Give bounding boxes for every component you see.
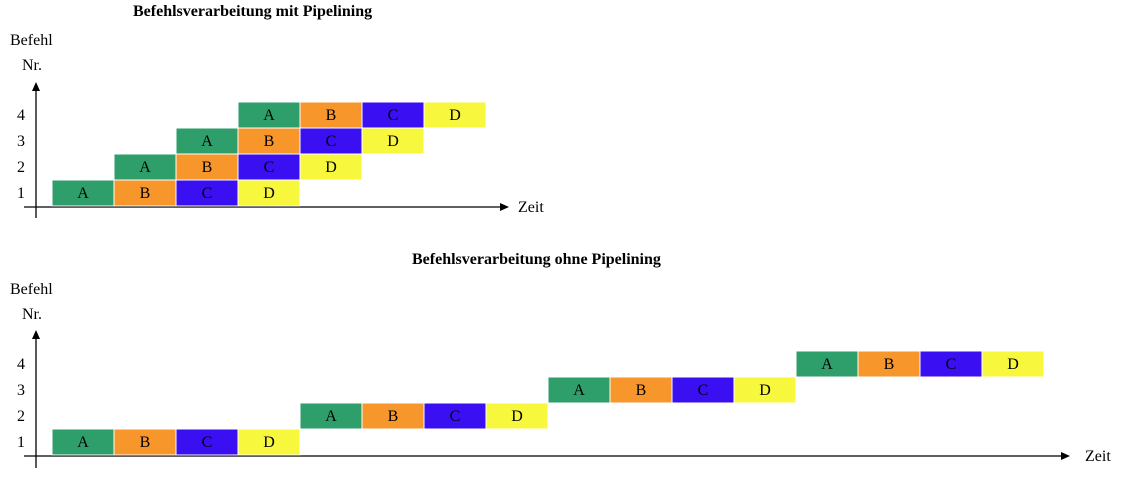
- stage-c-cell: [423, 402, 487, 430]
- row-label: 1: [17, 185, 25, 202]
- x-axis-arrowhead: [500, 203, 509, 211]
- row-label: 4: [17, 107, 25, 124]
- stage-c-label: C: [326, 133, 337, 150]
- stage-c-label: C: [388, 107, 399, 124]
- stage-a-cell: [299, 402, 363, 430]
- stage-d-label: D: [325, 159, 337, 176]
- row-label: 1: [17, 434, 25, 451]
- stage-c-cell: [361, 101, 425, 129]
- stage-b-label: B: [202, 159, 213, 176]
- row-label: 2: [17, 159, 25, 176]
- stage-c-label: C: [264, 159, 275, 176]
- x-axis-label-zeit: Zeit: [518, 199, 544, 216]
- stage-a-label: A: [77, 185, 89, 202]
- stage-d-label: D: [387, 133, 399, 150]
- stage-d-label: D: [1007, 356, 1019, 373]
- stage-b-label: B: [140, 434, 151, 451]
- stage-d-label: D: [449, 107, 461, 124]
- row-label: 4: [17, 356, 25, 373]
- stage-a-label: A: [139, 159, 151, 176]
- stage-a-label: A: [325, 408, 337, 425]
- diagram-title-no-pipelining: Befehlsverarbeitung ohne Pipelining: [412, 251, 661, 268]
- y-axis-arrowhead: [32, 330, 40, 339]
- stage-a-cell: [51, 179, 115, 207]
- stage-c-label: C: [450, 408, 461, 425]
- stage-a-label: A: [821, 356, 833, 373]
- stage-c-cell: [175, 179, 239, 207]
- stage-b-label: B: [326, 107, 337, 124]
- stage-a-label: A: [263, 107, 275, 124]
- stage-d-cell: [361, 127, 425, 155]
- stage-d-label: D: [263, 434, 275, 451]
- row-label: 3: [17, 382, 25, 399]
- x-axis-arrowhead: [1061, 452, 1070, 460]
- stage-c-cell: [919, 350, 983, 378]
- stage-a-cell: [51, 428, 115, 456]
- y-axis-label-befehl: Befehl: [10, 281, 53, 298]
- stage-d-cell: [237, 179, 301, 207]
- stage-b-label: B: [140, 185, 151, 202]
- stage-a-cell: [113, 153, 177, 181]
- stage-c-cell: [299, 127, 363, 155]
- stage-b-cell: [857, 350, 921, 378]
- row-label: 3: [17, 133, 25, 150]
- stage-d-label: D: [759, 382, 771, 399]
- y-axis-label-nr: Nr.: [22, 306, 42, 323]
- row-label: 2: [17, 408, 25, 425]
- y-axis-label-nr: Nr.: [22, 57, 42, 74]
- stage-b-cell: [299, 101, 363, 129]
- stage-b-label: B: [636, 382, 647, 399]
- stage-c-label: C: [946, 356, 957, 373]
- stage-c-label: C: [698, 382, 709, 399]
- y-axis-arrowhead: [32, 82, 40, 91]
- stage-c-cell: [671, 376, 735, 404]
- stage-c-label: C: [202, 434, 213, 451]
- stage-a-cell: [237, 101, 301, 129]
- stage-a-label: A: [201, 133, 213, 150]
- stage-d-cell: [423, 101, 487, 129]
- stage-d-cell: [237, 428, 301, 456]
- stage-b-label: B: [264, 133, 275, 150]
- stage-b-cell: [113, 428, 177, 456]
- stage-a-cell: [547, 376, 611, 404]
- stage-d-label: D: [263, 185, 275, 202]
- x-axis-label-zeit: Zeit: [1085, 448, 1111, 465]
- stage-b-label: B: [388, 408, 399, 425]
- stage-c-cell: [175, 428, 239, 456]
- stage-a-label: A: [77, 434, 89, 451]
- stage-d-cell: [981, 350, 1045, 378]
- stage-b-label: B: [884, 356, 895, 373]
- y-axis-label-befehl: Befehl: [10, 32, 53, 49]
- diagram-title-pipelining: Befehlsverarbeitung mit Pipelining: [133, 3, 373, 20]
- stage-d-cell: [485, 402, 549, 430]
- stage-c-label: C: [202, 185, 213, 202]
- stage-d-cell: [733, 376, 797, 404]
- stage-d-label: D: [511, 408, 523, 425]
- stage-a-label: A: [573, 382, 585, 399]
- stage-b-cell: [237, 127, 301, 155]
